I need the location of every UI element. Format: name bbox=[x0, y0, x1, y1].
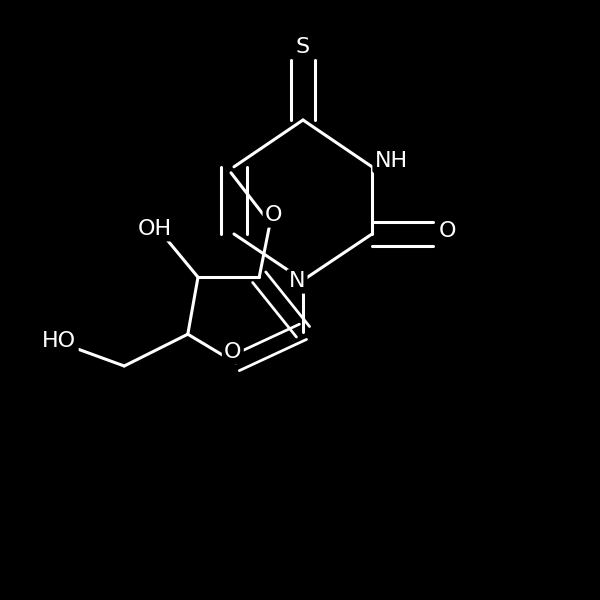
Text: NH: NH bbox=[374, 151, 408, 171]
Text: O: O bbox=[265, 205, 283, 226]
Text: S: S bbox=[296, 37, 310, 57]
Text: OH: OH bbox=[138, 219, 172, 239]
Text: N: N bbox=[289, 271, 305, 292]
Text: O: O bbox=[224, 342, 242, 362]
Text: O: O bbox=[439, 221, 457, 241]
Text: HO: HO bbox=[43, 331, 76, 351]
